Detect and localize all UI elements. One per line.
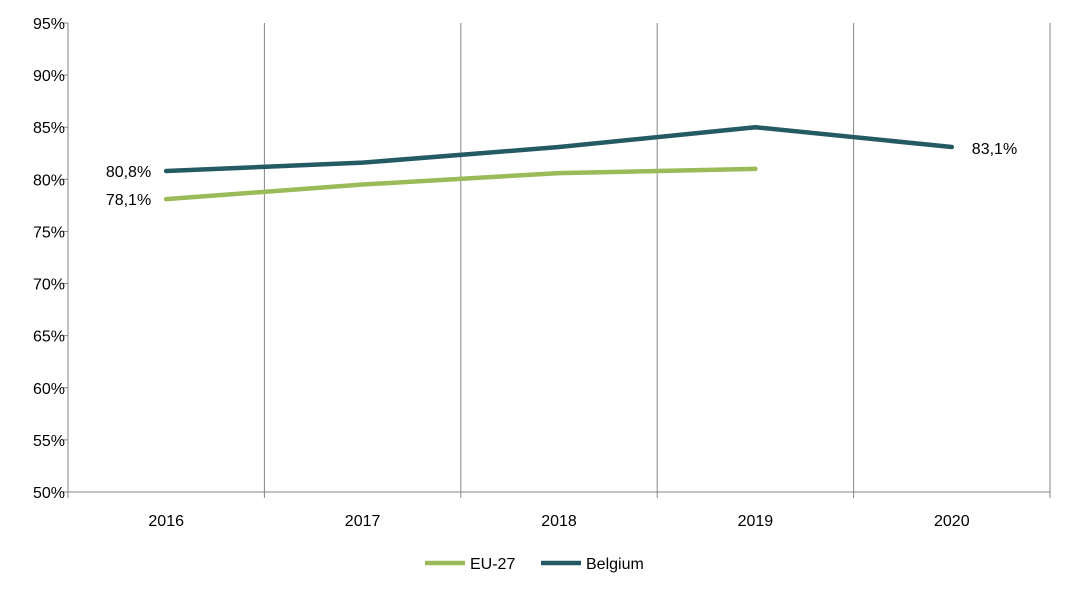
- series-lines: [163, 124, 955, 202]
- series-line-belgium: [163, 124, 955, 174]
- y-tick-label: 80%: [33, 172, 65, 189]
- data-point-belgium: [557, 145, 561, 150]
- legend-label: Belgium: [586, 556, 644, 573]
- data-label: 80,8%: [106, 164, 151, 181]
- legend-label: EU-27: [470, 556, 515, 573]
- data-label: 83,1%: [972, 141, 1017, 158]
- data-point-belgium: [949, 145, 954, 150]
- data-point-belgium: [164, 168, 169, 173]
- x-tick-label: 2017: [345, 513, 381, 530]
- gridlines: [263, 23, 1051, 492]
- x-tick-label: 2016: [148, 513, 184, 530]
- x-tick-label: 2018: [541, 513, 577, 530]
- x-tick-label: 2019: [738, 513, 774, 530]
- data-point-belgium: [360, 160, 365, 165]
- x-tick-label: 2020: [934, 513, 970, 530]
- data-point-belgium: [753, 125, 758, 130]
- axes: 95% 90% 85% 80% 75% 70% 65% 60% 55% 50% 2016 2017 20…: [33, 16, 1051, 530]
- data-point-eu-27: [164, 197, 169, 202]
- y-tick-label: 85%: [33, 120, 65, 137]
- y-tick-label: 75%: [33, 224, 65, 241]
- y-tick-label: 60%: [33, 381, 65, 398]
- data-point-eu-27: [557, 171, 561, 176]
- y-tick-label: 70%: [33, 277, 65, 294]
- y-tick-label: 65%: [33, 329, 65, 346]
- y-tick-label: 95%: [33, 16, 65, 33]
- legend: EU-27 Belgium: [425, 556, 644, 573]
- series-line-eu-27: [163, 166, 758, 202]
- data-point-eu-27: [360, 182, 365, 187]
- y-tick-label: 90%: [33, 68, 65, 85]
- y-tick-label: 55%: [33, 433, 65, 450]
- data-point-eu-27: [753, 166, 758, 171]
- y-tick-label: 50%: [33, 485, 65, 502]
- data-label: 78,1%: [106, 192, 151, 209]
- data-labels: 80,8% 78,1% 83,1%: [106, 141, 1017, 209]
